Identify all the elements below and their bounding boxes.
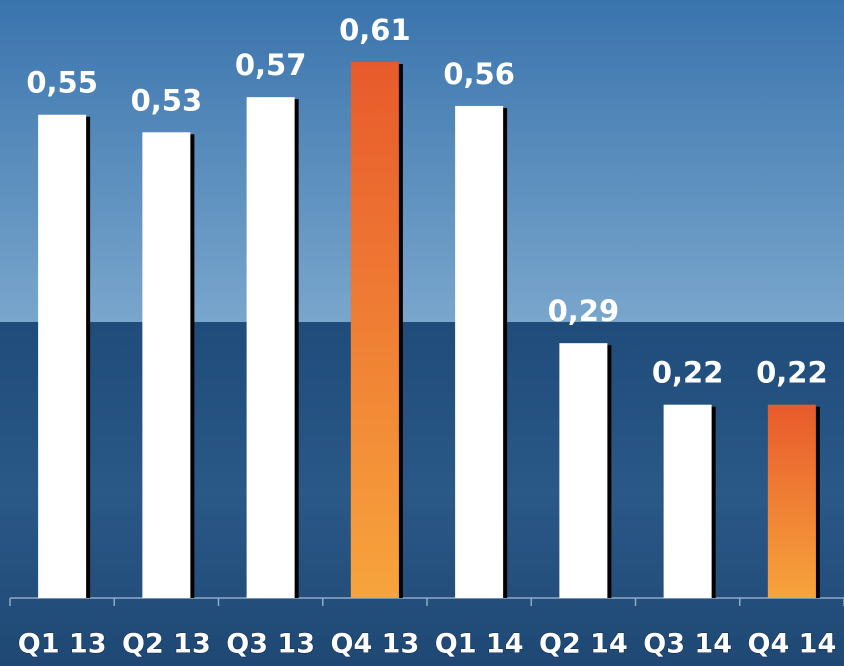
x-tick-label: Q1 14 <box>435 629 524 660</box>
bar <box>246 97 295 599</box>
value-label: 0,22 <box>652 356 724 390</box>
sky <box>0 0 844 322</box>
x-tick-label: Q4 14 <box>748 629 837 660</box>
bar <box>38 114 87 598</box>
value-label: 0,57 <box>235 48 307 82</box>
x-tick-label: Q1 13 <box>18 629 107 660</box>
bar-gradient <box>767 404 816 598</box>
value-label: 0,29 <box>548 294 620 328</box>
bar <box>663 404 712 598</box>
bar <box>142 132 191 598</box>
bar-gradient <box>350 62 399 598</box>
x-tick-label: Q3 13 <box>226 629 315 660</box>
value-label: 0,22 <box>756 356 828 390</box>
x-tick-label: Q3 14 <box>643 629 732 660</box>
x-tick-label: Q4 13 <box>331 629 420 660</box>
value-label: 0,55 <box>26 66 98 100</box>
bar <box>559 343 608 598</box>
bar <box>455 105 504 599</box>
x-tick-label: Q2 14 <box>539 629 628 660</box>
x-tick-label: Q2 13 <box>122 629 211 660</box>
value-label: 0,61 <box>339 13 411 47</box>
value-label: 0,56 <box>443 57 515 91</box>
value-label: 0,53 <box>131 83 203 117</box>
